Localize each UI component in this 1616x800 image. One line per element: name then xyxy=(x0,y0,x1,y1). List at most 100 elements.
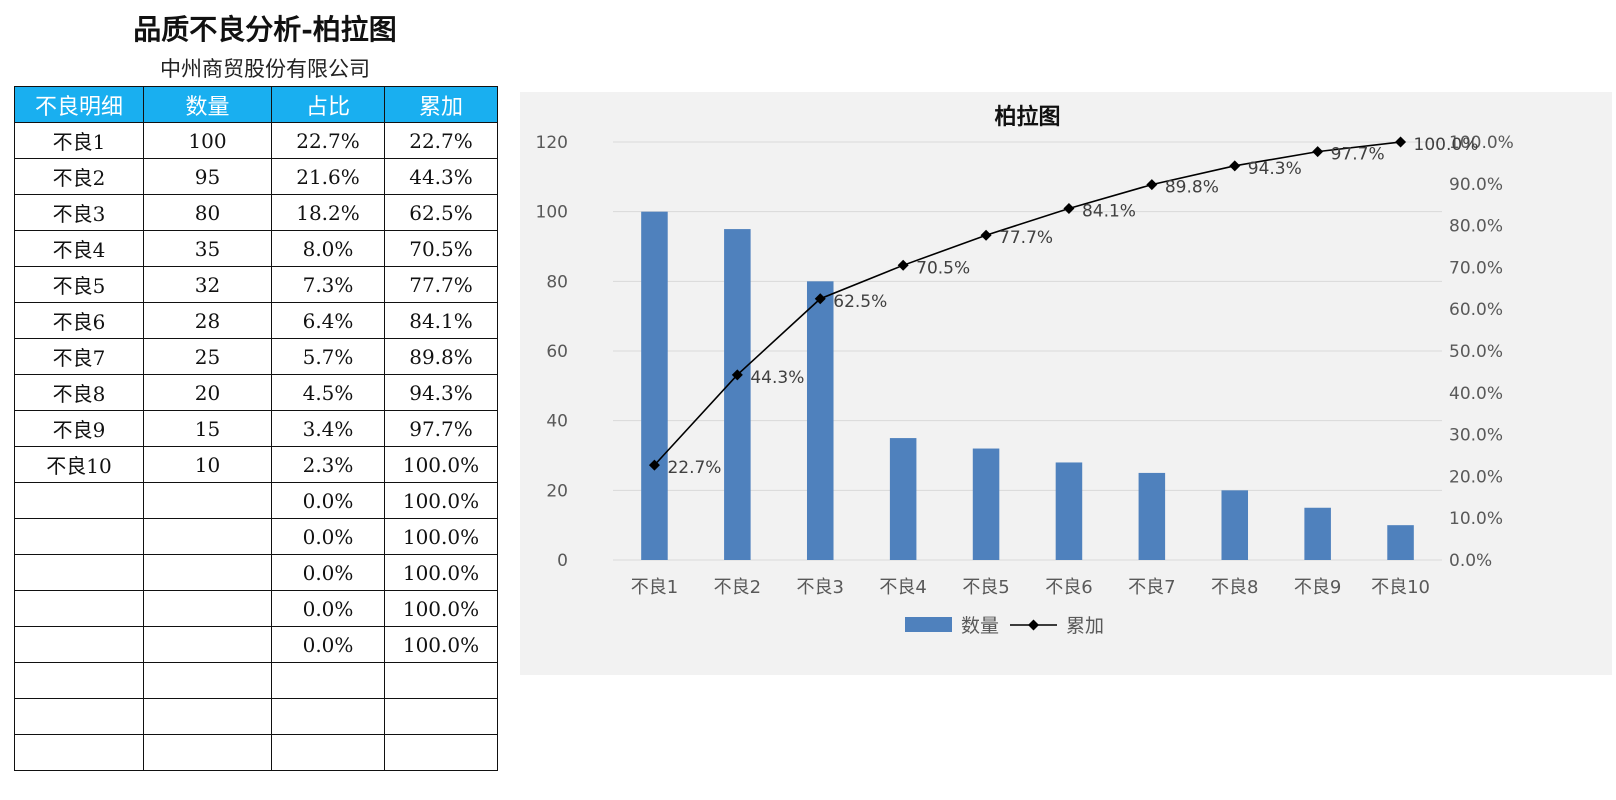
cumulative-marker xyxy=(1395,136,1407,148)
cumulative-data-label: 89.8% xyxy=(1165,178,1219,198)
bar-quantity xyxy=(806,281,834,560)
cumulative-marker xyxy=(1312,146,1324,158)
cell-cumulative: 77.7% xyxy=(384,266,498,303)
cell-quantity: 35 xyxy=(143,230,272,267)
cell-defect-name xyxy=(14,590,144,627)
cell-defect-name: 不良6 xyxy=(14,302,144,339)
cell-cumulative: 100.0% xyxy=(384,590,498,627)
cumulative-line xyxy=(653,141,1401,466)
table-row: 不良6 28 6.4% 84.1% xyxy=(14,302,498,339)
cell-quantity: 32 xyxy=(143,266,272,303)
table-body: 不良1 100 22.7% 22.7% 不良2 95 21.6% 44.3% 不良3 80 18.2… xyxy=(14,122,498,771)
cumulative-marker xyxy=(1229,160,1241,172)
x-category-label: 不良6 xyxy=(1045,577,1092,598)
cell-defect-name: 不良8 xyxy=(14,374,144,411)
cell-cumulative: 89.8% xyxy=(384,338,498,375)
table-row: 不良1 100 22.7% 22.7% xyxy=(14,122,498,159)
table-row: 0.0% 100.0% xyxy=(14,518,498,555)
chart-title: 柏拉图 xyxy=(994,104,1060,130)
x-category-label: 不良1 xyxy=(631,577,678,598)
cell-quantity xyxy=(143,626,272,663)
cell-quantity xyxy=(143,734,272,771)
table-row: 不良2 95 21.6% 44.3% xyxy=(14,158,498,195)
cell-ratio: 0.0% xyxy=(271,482,385,519)
cell-quantity xyxy=(143,554,272,591)
bar-quantity xyxy=(1055,462,1083,560)
y-right-tick-label: 80.0% xyxy=(1449,217,1503,237)
x-category-label: 不良5 xyxy=(962,577,1009,598)
cell-defect-name: 不良9 xyxy=(14,410,144,447)
cell-defect-name: 不良4 xyxy=(14,230,144,267)
cell-quantity: 80 xyxy=(143,194,272,231)
cell-ratio xyxy=(271,734,385,771)
cumulative-data-label: 44.3% xyxy=(750,368,804,388)
header-ratio: 占比 xyxy=(271,86,385,123)
pareto-chart-svg: 0 20 40 60 80 100 120 0.0% 10.0% 20.0% 30.0% 40.0% 5… xyxy=(520,92,1612,675)
y-left-tick-label: 100 xyxy=(536,203,568,223)
cell-quantity: 15 xyxy=(143,410,272,447)
cell-cumulative: 100.0% xyxy=(384,518,498,555)
cell-cumulative: 100.0% xyxy=(384,554,498,591)
table-row: 不良9 15 3.4% 97.7% xyxy=(14,410,498,447)
cell-ratio xyxy=(271,698,385,735)
cumulative-data-label: 97.7% xyxy=(1331,145,1385,165)
cell-ratio: 0.0% xyxy=(271,518,385,555)
cumulative-marker xyxy=(980,229,992,241)
chart-background xyxy=(520,92,1612,675)
table-row: 不良8 20 4.5% 94.3% xyxy=(14,374,498,411)
table-row: 不良10 10 2.3% 100.0% xyxy=(14,446,498,483)
page-title: 品质不良分析-柏拉图 xyxy=(133,13,397,46)
x-category-label: 不良10 xyxy=(1371,577,1430,598)
cell-ratio: 21.6% xyxy=(271,158,385,195)
table-row: 0.0% 100.0% xyxy=(14,590,498,627)
legend-line-marker xyxy=(1028,619,1039,631)
cell-defect-name: 不良3 xyxy=(14,194,144,231)
cumulative-marker xyxy=(1146,179,1158,191)
cell-quantity xyxy=(143,698,272,735)
cell-defect-name: 不良10 xyxy=(14,446,144,483)
bar-quantity xyxy=(1221,490,1249,560)
bar-quantity xyxy=(641,211,668,560)
cell-cumulative: 94.3% xyxy=(384,374,498,411)
y-left-tick-label: 80 xyxy=(546,272,568,292)
y-right-tick-label: 40.0% xyxy=(1449,384,1503,404)
cell-quantity xyxy=(143,590,272,627)
cell-quantity: 100 xyxy=(143,122,272,159)
cumulative-marker xyxy=(897,259,909,271)
bar-quantity xyxy=(972,448,1000,560)
cell-cumulative: 22.7% xyxy=(384,122,498,159)
cell-cumulative: 70.5% xyxy=(384,230,498,267)
legend-bar-swatch xyxy=(905,617,952,632)
cumulative-marker xyxy=(731,369,743,381)
cell-cumulative xyxy=(384,662,498,699)
x-category-label: 不良2 xyxy=(714,577,761,598)
table-row: 不良5 32 7.3% 77.7% xyxy=(14,266,498,303)
y-right-tick-label: 60.0% xyxy=(1449,300,1503,320)
bar-quantity xyxy=(1387,525,1414,560)
table-row: 0.0% 100.0% xyxy=(14,554,498,591)
cell-ratio: 6.4% xyxy=(271,302,385,339)
header-defect-detail: 不良明细 xyxy=(14,86,144,123)
y-right-tick-label: 50.0% xyxy=(1449,342,1503,362)
cell-defect-name: 不良1 xyxy=(14,122,144,159)
table-row xyxy=(14,698,498,735)
company-subtitle: 中州商贸股份有限公司 xyxy=(160,57,370,81)
x-category-label: 不良4 xyxy=(879,577,926,598)
table-row: 不良4 35 8.0% 70.5% xyxy=(14,230,498,267)
cell-defect-name: 不良2 xyxy=(14,158,144,195)
x-category-label: 不良7 xyxy=(1128,577,1175,598)
cell-cumulative: 84.1% xyxy=(384,302,498,339)
y-left-tick-label: 120 xyxy=(536,133,568,153)
cell-cumulative xyxy=(384,734,498,771)
cumulative-marker xyxy=(648,459,660,471)
y-left-tick-label: 40 xyxy=(546,412,568,432)
table-row: 不良7 25 5.7% 89.8% xyxy=(14,338,498,375)
cell-cumulative: 100.0% xyxy=(384,626,498,663)
cell-ratio: 22.7% xyxy=(271,122,385,159)
cell-ratio: 4.5% xyxy=(271,374,385,411)
cell-quantity: 10 xyxy=(143,446,272,483)
bar-quantity xyxy=(889,438,917,560)
table-row: 不良3 80 18.2% 62.5% xyxy=(14,194,498,231)
legend-label-quantity: 数量 xyxy=(961,615,999,637)
cell-ratio: 3.4% xyxy=(271,410,385,447)
